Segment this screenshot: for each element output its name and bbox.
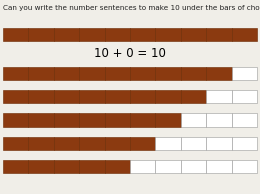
Bar — [181, 90, 206, 103]
Bar — [54, 90, 79, 103]
Bar — [181, 113, 206, 127]
Bar — [105, 90, 130, 103]
Bar — [79, 113, 105, 127]
Bar — [155, 28, 181, 41]
Bar — [206, 28, 232, 41]
Bar — [28, 160, 54, 173]
Bar — [54, 160, 79, 173]
Bar — [79, 28, 105, 41]
Bar — [206, 160, 232, 173]
Bar — [79, 67, 105, 80]
Bar — [105, 160, 130, 173]
Bar — [28, 28, 54, 41]
Bar — [3, 160, 28, 173]
Bar — [181, 67, 206, 80]
Bar — [155, 160, 181, 173]
Bar — [206, 137, 232, 150]
Bar — [130, 113, 155, 127]
Bar — [155, 137, 181, 150]
Text: Can you write the number sentences to make 10 under the bars of chocolate?: Can you write the number sentences to ma… — [3, 5, 260, 11]
Bar — [28, 90, 54, 103]
Bar — [232, 113, 257, 127]
Bar — [28, 137, 54, 150]
Bar — [28, 67, 54, 80]
Bar — [3, 28, 28, 41]
Bar — [3, 90, 28, 103]
Bar — [79, 160, 105, 173]
Bar — [130, 137, 155, 150]
Bar — [54, 28, 79, 41]
Bar — [54, 137, 79, 150]
Bar — [181, 160, 206, 173]
Bar — [232, 28, 257, 41]
Bar — [79, 137, 105, 150]
Bar — [232, 137, 257, 150]
Bar — [155, 90, 181, 103]
Bar — [54, 113, 79, 127]
Bar — [105, 28, 130, 41]
Bar — [206, 113, 232, 127]
Bar — [105, 67, 130, 80]
Text: 10 + 0 = 10: 10 + 0 = 10 — [94, 47, 166, 60]
Bar — [130, 90, 155, 103]
Bar — [181, 28, 206, 41]
Bar — [130, 160, 155, 173]
Bar — [105, 113, 130, 127]
Bar — [54, 67, 79, 80]
Bar — [105, 137, 130, 150]
Bar — [206, 90, 232, 103]
Bar — [155, 67, 181, 80]
Bar — [79, 90, 105, 103]
Bar — [181, 137, 206, 150]
Bar — [130, 67, 155, 80]
Bar — [206, 67, 232, 80]
Bar — [232, 160, 257, 173]
Bar — [155, 113, 181, 127]
Bar — [3, 67, 28, 80]
Bar — [232, 67, 257, 80]
Bar — [3, 113, 28, 127]
Bar — [232, 90, 257, 103]
Bar — [130, 28, 155, 41]
Bar — [28, 113, 54, 127]
Bar — [3, 137, 28, 150]
